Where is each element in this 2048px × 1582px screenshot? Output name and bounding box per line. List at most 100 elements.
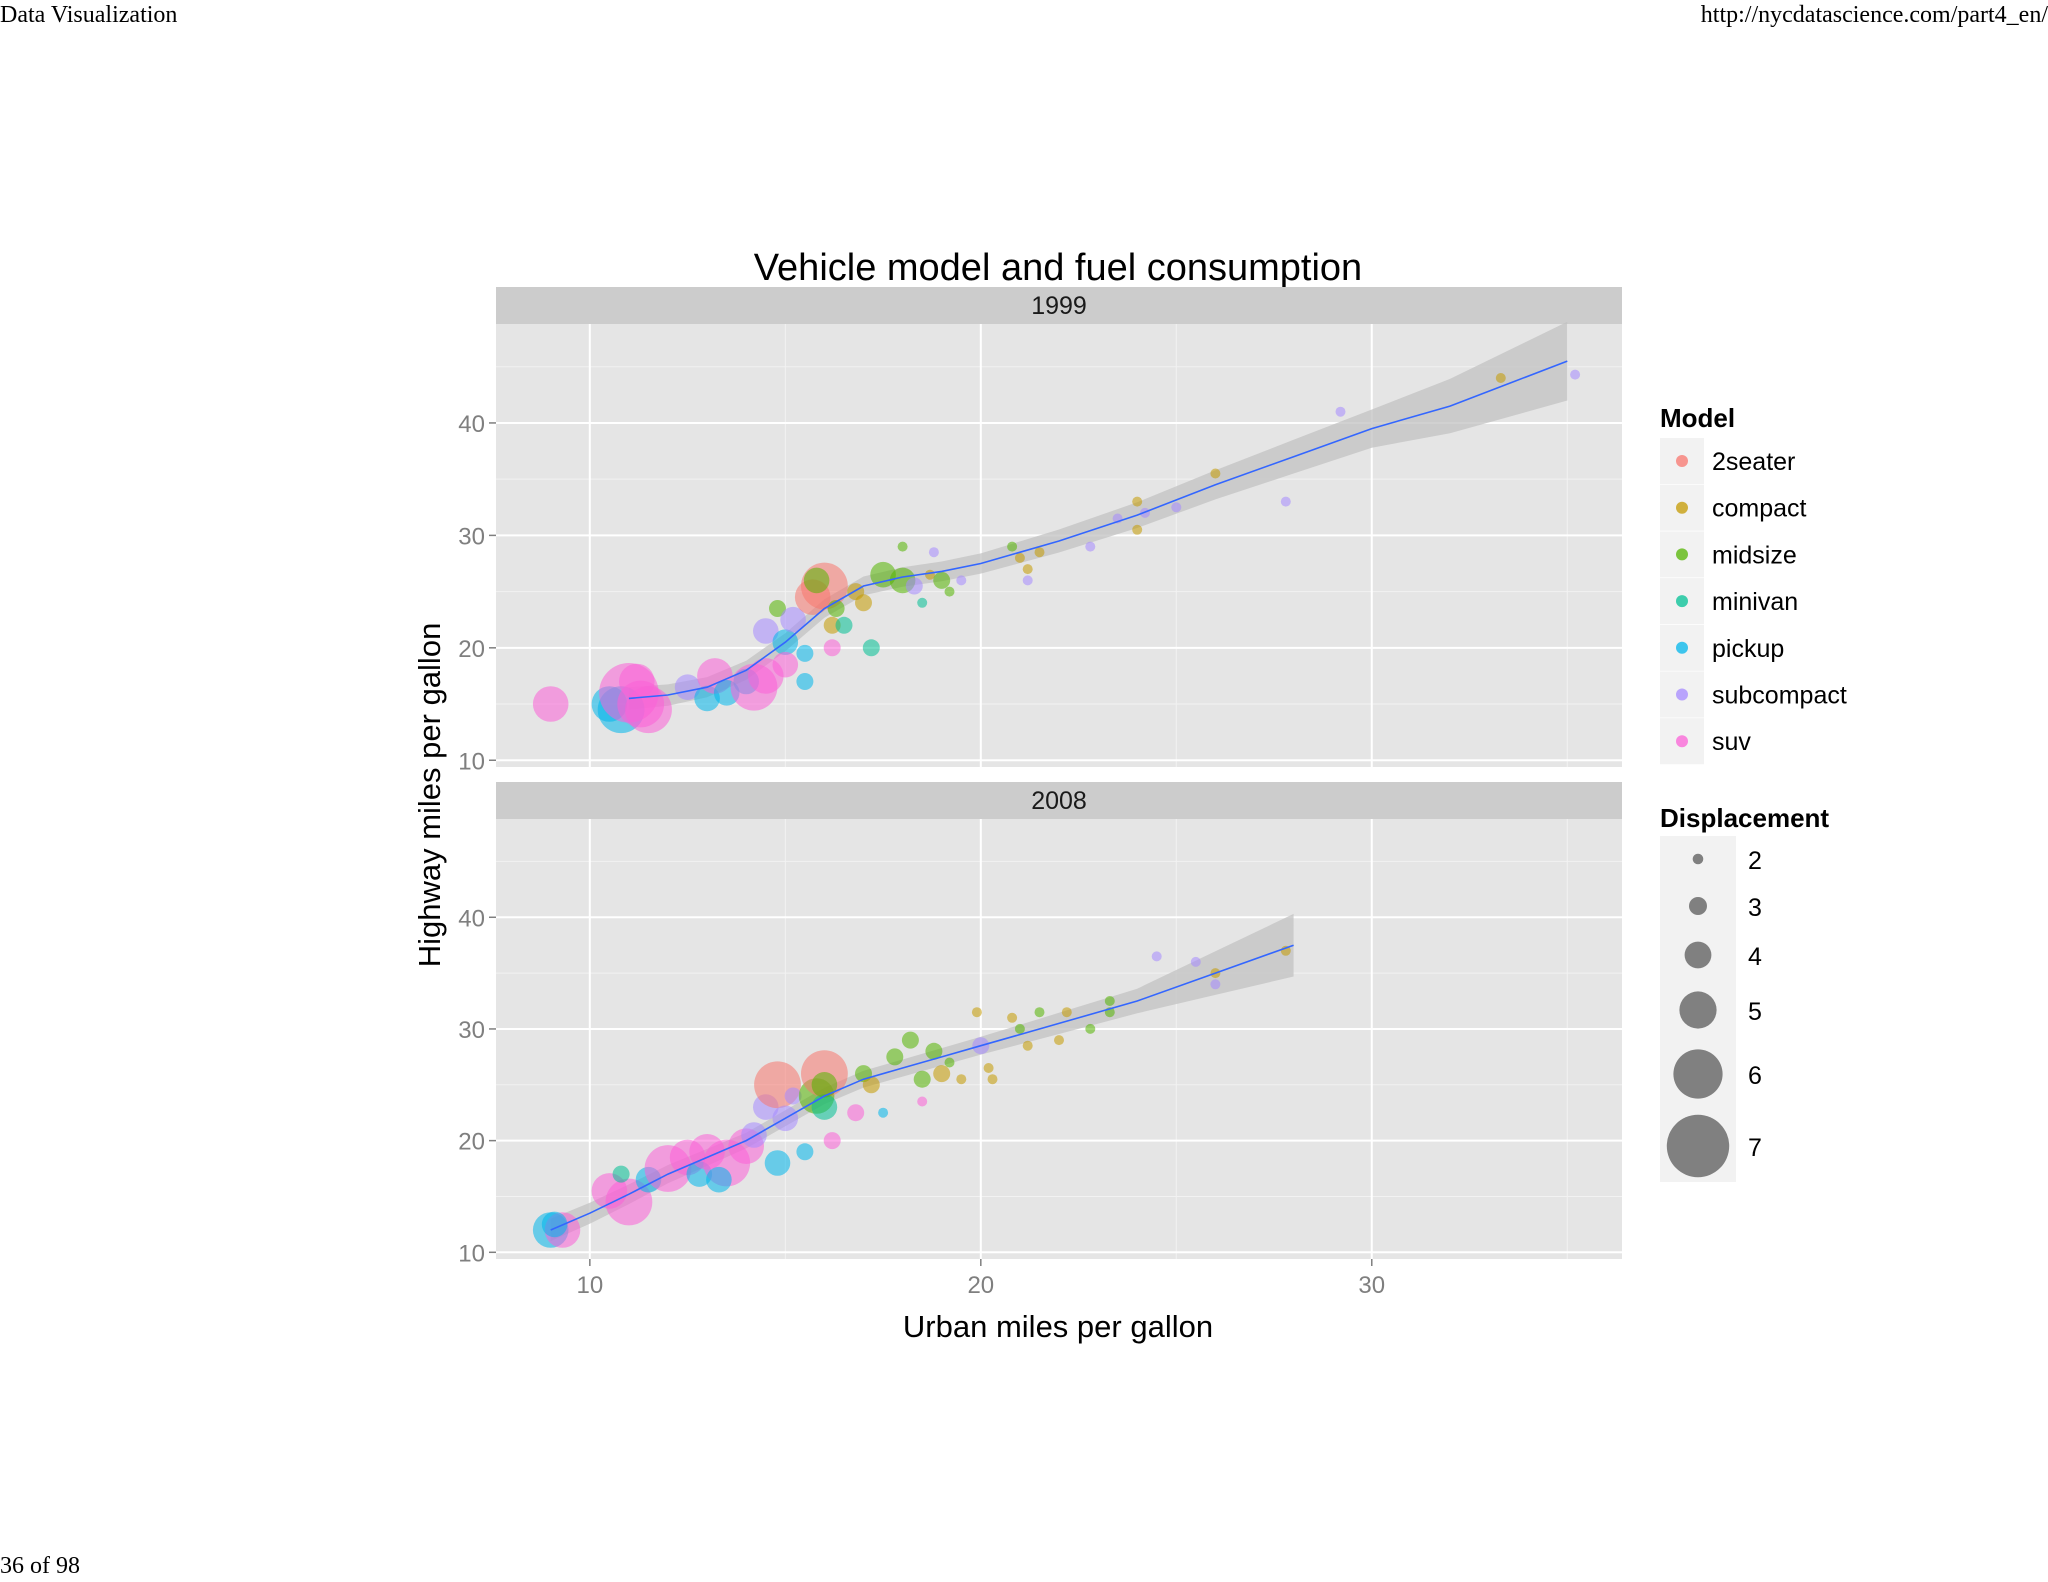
legend-key bbox=[1676, 455, 1688, 467]
data-point bbox=[1085, 541, 1096, 552]
data-point bbox=[784, 1087, 802, 1105]
displacement-legend: Displacement 2 3 4 5 6 7 bbox=[1660, 803, 1829, 1182]
data-point bbox=[811, 1094, 838, 1120]
data-point bbox=[1007, 1012, 1018, 1023]
facet-strip-label: 1999 bbox=[1031, 292, 1087, 320]
x-tick-label: 20 bbox=[967, 1272, 994, 1299]
y-tick-label: 30 bbox=[458, 1017, 485, 1044]
data-point bbox=[811, 1072, 838, 1098]
data-point bbox=[1104, 996, 1115, 1006]
data-point bbox=[764, 1150, 791, 1176]
legend-key bbox=[1676, 595, 1688, 608]
legend-label: suv bbox=[1712, 728, 1751, 756]
data-point bbox=[925, 1042, 943, 1060]
legend-label: 5 bbox=[1748, 998, 1762, 1026]
data-point bbox=[944, 1057, 955, 1068]
x-tick-label: 30 bbox=[1358, 1272, 1385, 1299]
data-point bbox=[1014, 1023, 1025, 1034]
data-points bbox=[532, 945, 1291, 1248]
legend-size-key bbox=[1692, 853, 1704, 865]
data-point bbox=[862, 639, 880, 657]
legend-key bbox=[1676, 735, 1688, 748]
data-point bbox=[1022, 1040, 1033, 1051]
print-header-url: http://nycdatascience.com/part4_en/ bbox=[1700, 2, 2048, 28]
data-point bbox=[1014, 552, 1025, 563]
data-point bbox=[605, 1178, 653, 1226]
legend-key bbox=[1676, 501, 1688, 514]
legend-size-key bbox=[1666, 1114, 1730, 1178]
data-point bbox=[1171, 502, 1182, 513]
data-point bbox=[1022, 564, 1033, 575]
data-point bbox=[847, 1104, 865, 1122]
data-point bbox=[619, 663, 655, 700]
data-point bbox=[901, 1031, 919, 1049]
data-point bbox=[706, 1166, 732, 1193]
facet-strip bbox=[496, 782, 1622, 819]
legend-label: 3 bbox=[1748, 894, 1762, 922]
facet-panel-2008: 2008 10 20 30 40 bbox=[458, 782, 1622, 1267]
data-point bbox=[1570, 369, 1581, 380]
data-point bbox=[1085, 1023, 1096, 1034]
data-point bbox=[1190, 956, 1201, 967]
data-point bbox=[1054, 1035, 1064, 1046]
data-point bbox=[933, 1065, 951, 1083]
legend-label: pickup bbox=[1712, 635, 1784, 663]
x-tick-label: 10 bbox=[576, 1272, 603, 1299]
data-point bbox=[803, 567, 830, 594]
data-point bbox=[796, 1143, 814, 1161]
y-axis-label: Highway miles per gallon bbox=[412, 623, 447, 968]
data-point bbox=[1210, 468, 1221, 479]
data-point bbox=[956, 1074, 967, 1085]
data-point bbox=[612, 1165, 630, 1183]
y-tick-label: 20 bbox=[458, 1129, 485, 1156]
x-axis-label: Urban miles per gallon bbox=[903, 1309, 1213, 1344]
data-point bbox=[823, 639, 841, 657]
legend-size-key bbox=[1679, 991, 1717, 1029]
facet-strip-label: 2008 bbox=[1031, 787, 1087, 815]
legend-size-key bbox=[1673, 1049, 1723, 1099]
data-point bbox=[823, 616, 841, 634]
legend-label: 6 bbox=[1748, 1062, 1762, 1090]
legend-key bbox=[1676, 548, 1688, 561]
data-point bbox=[917, 1096, 928, 1107]
data-point bbox=[917, 597, 928, 608]
data-point bbox=[944, 586, 955, 597]
data-point bbox=[1132, 524, 1143, 535]
model-legend: Model 2seater compact midsize minivan pickup s… bbox=[1660, 403, 1847, 765]
data-point bbox=[956, 575, 967, 586]
print-header-left: Data Visualization bbox=[0, 2, 178, 28]
facet-panels: 1999 10 20 30 40 2008 10 20 30 40 10 20 30 bbox=[458, 287, 1622, 1299]
data-point bbox=[796, 673, 814, 690]
y-tick-label: 40 bbox=[458, 905, 485, 932]
data-point bbox=[878, 1107, 889, 1118]
data-point bbox=[905, 577, 923, 595]
data-point bbox=[1132, 496, 1143, 507]
data-point bbox=[769, 600, 786, 617]
data-point bbox=[1022, 575, 1033, 586]
legend-label: subcompact bbox=[1712, 682, 1847, 710]
data-point bbox=[1007, 541, 1018, 552]
legend-title: Model bbox=[1660, 403, 1735, 433]
data-point bbox=[987, 1074, 998, 1085]
legend-size-key bbox=[1689, 897, 1707, 915]
legend-label: compact bbox=[1712, 495, 1807, 523]
smooth-line bbox=[628, 360, 1568, 700]
legend-key bbox=[1676, 688, 1688, 701]
data-point bbox=[1151, 951, 1162, 962]
data-point bbox=[741, 1122, 767, 1148]
data-point bbox=[541, 1211, 568, 1238]
data-point bbox=[753, 618, 779, 644]
y-tick-label: 10 bbox=[458, 1240, 485, 1267]
data-point bbox=[1061, 1007, 1072, 1018]
data-point bbox=[780, 606, 806, 633]
data-point bbox=[886, 1048, 904, 1066]
print-footer-page-number: 36 of 98 bbox=[0, 1553, 80, 1579]
legend-label: 2seater bbox=[1712, 448, 1795, 476]
data-point bbox=[971, 1007, 982, 1018]
x-axis: 10 20 30 bbox=[576, 1259, 1385, 1299]
data-point bbox=[933, 571, 951, 589]
legend-title: Displacement bbox=[1660, 803, 1829, 833]
data-point bbox=[1034, 1007, 1045, 1018]
legend-label: 7 bbox=[1748, 1134, 1762, 1162]
